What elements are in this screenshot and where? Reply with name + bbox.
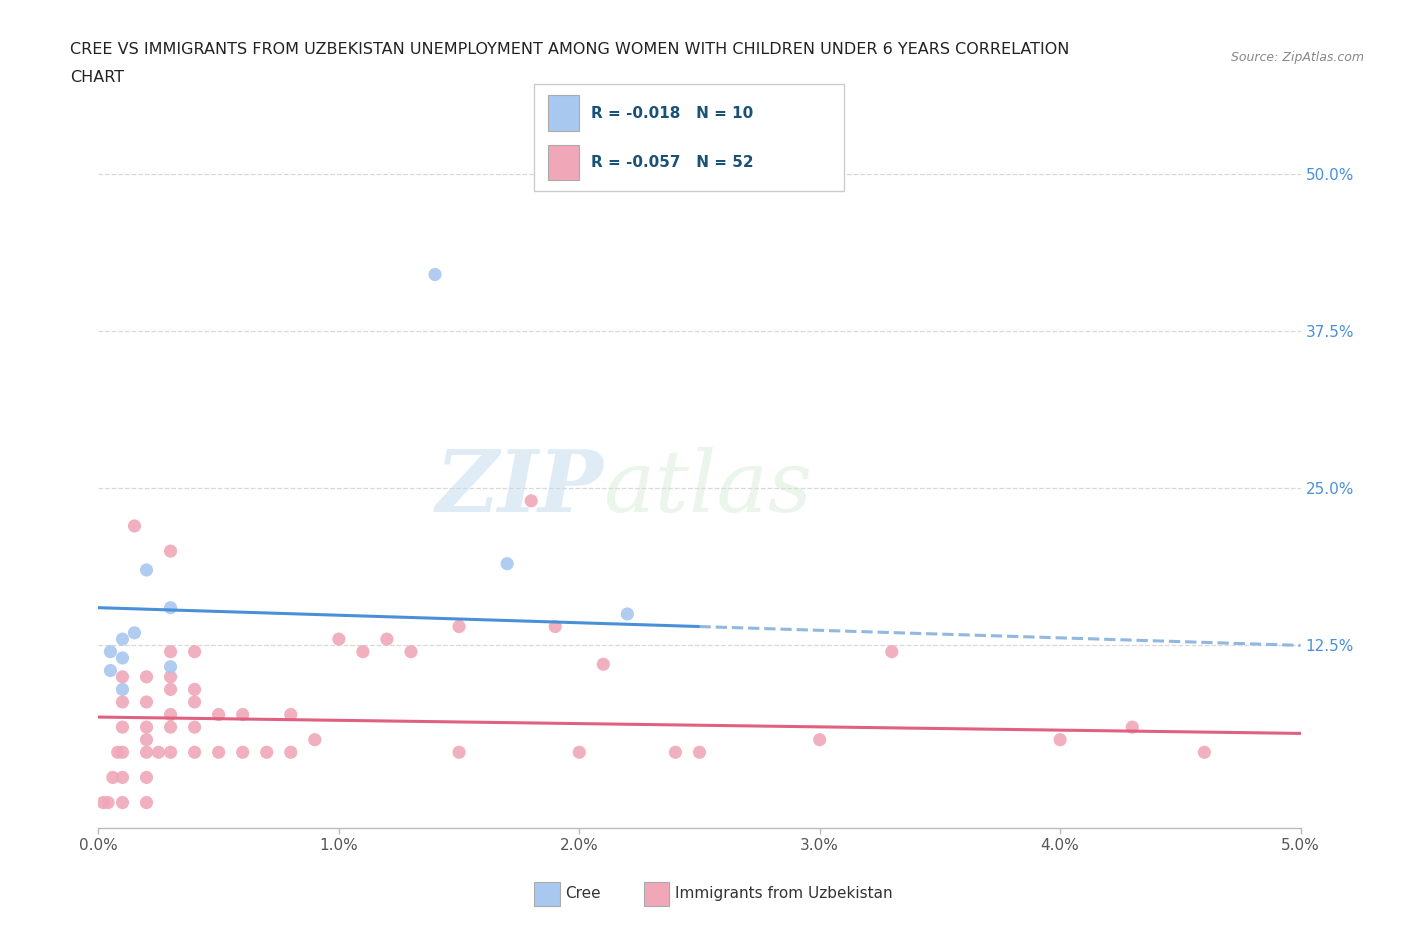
Point [159, 659, 181, 674]
Text: R = -0.018   N = 10: R = -0.018 N = 10 [591, 106, 752, 121]
Point [183, 695, 205, 710]
Text: ZIP: ZIP [436, 446, 603, 530]
Point [1049, 732, 1071, 747]
Point [135, 770, 157, 785]
Point [664, 745, 686, 760]
Point [159, 644, 181, 659]
Point [97, 795, 120, 810]
Point [447, 619, 470, 634]
Point [689, 745, 711, 760]
Point [328, 631, 350, 646]
Point [183, 682, 205, 697]
Point [159, 720, 181, 735]
Point [280, 707, 302, 722]
Point [159, 670, 181, 684]
Point [111, 682, 134, 697]
Point [135, 732, 157, 747]
Point [91, 795, 114, 810]
Point [111, 745, 134, 760]
Point [280, 745, 302, 760]
Text: atlas: atlas [603, 447, 813, 529]
Point [124, 625, 146, 640]
Text: Cree: Cree [565, 886, 600, 901]
Point [352, 644, 374, 659]
Text: Immigrants from Uzbekistan: Immigrants from Uzbekistan [675, 886, 893, 901]
Point [183, 720, 205, 735]
Text: Source: ZipAtlas.com: Source: ZipAtlas.com [1230, 51, 1364, 64]
Point [159, 707, 181, 722]
Text: CHART: CHART [70, 70, 124, 85]
Point [183, 745, 205, 760]
Point [100, 663, 122, 678]
Point [111, 695, 134, 710]
Point [111, 720, 134, 735]
Point [544, 619, 567, 634]
Point [101, 770, 124, 785]
Point [375, 631, 398, 646]
Point [208, 707, 231, 722]
Point [496, 556, 519, 571]
Point [256, 745, 278, 760]
Point [135, 795, 157, 810]
Point [208, 745, 231, 760]
Point [423, 267, 446, 282]
Point [592, 657, 614, 671]
Point [159, 600, 181, 615]
Point [135, 695, 157, 710]
Text: CREE VS IMMIGRANTS FROM UZBEKISTAN UNEMPLOYMENT AMONG WOMEN WITH CHILDREN UNDER : CREE VS IMMIGRANTS FROM UZBEKISTAN UNEMP… [70, 42, 1070, 57]
Point [135, 745, 157, 760]
Point [447, 745, 470, 760]
Point [232, 745, 254, 760]
Point [399, 644, 422, 659]
Point [135, 670, 157, 684]
Point [1121, 720, 1143, 735]
Point [148, 745, 170, 760]
Point [111, 631, 134, 646]
Point [135, 563, 157, 578]
Point [183, 644, 205, 659]
Point [808, 732, 831, 747]
Point [124, 519, 146, 534]
Point [107, 745, 129, 760]
Point [100, 644, 122, 659]
Point [568, 745, 591, 760]
Point [111, 651, 134, 666]
Point [616, 606, 638, 621]
Point [111, 770, 134, 785]
Point [111, 670, 134, 684]
Point [111, 795, 134, 810]
Point [304, 732, 326, 747]
Point [1194, 745, 1216, 760]
Point [135, 720, 157, 735]
Point [159, 682, 181, 697]
Point [159, 745, 181, 760]
Point [520, 494, 543, 509]
Point [159, 544, 181, 559]
Point [880, 644, 903, 659]
Text: R = -0.057   N = 52: R = -0.057 N = 52 [591, 154, 754, 170]
Point [232, 707, 254, 722]
